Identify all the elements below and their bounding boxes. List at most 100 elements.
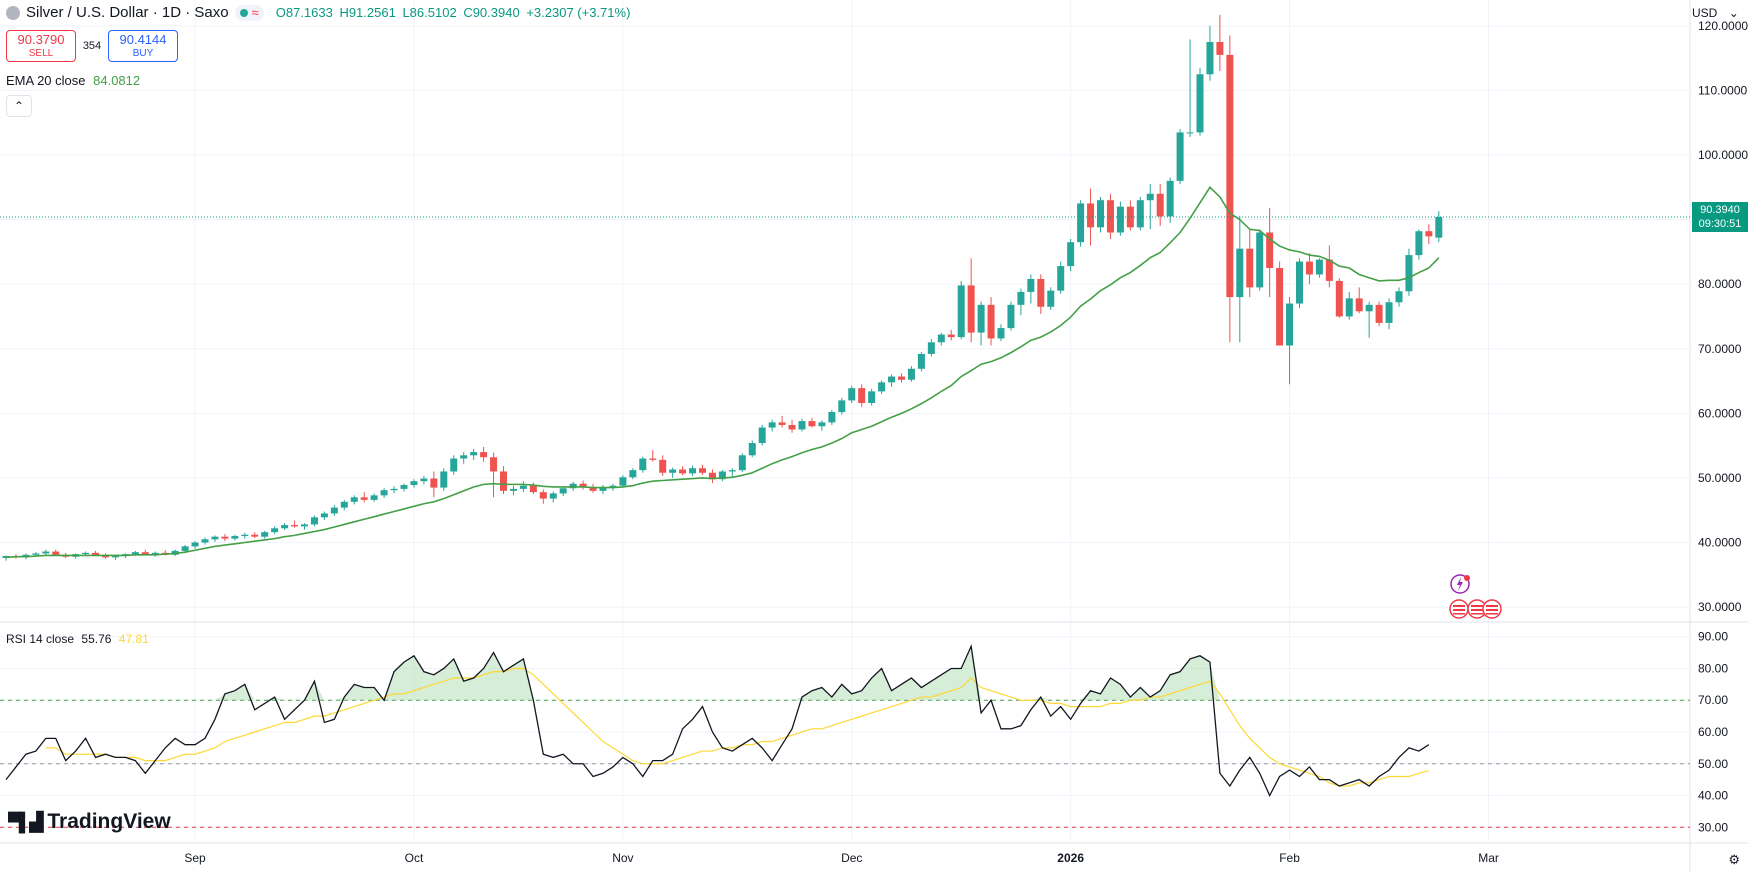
candle-body [450,458,458,472]
candle-body [1037,279,1045,307]
rsi-axis-tick: 60.00 [1698,725,1728,739]
us-flag-event-icon[interactable] [1467,599,1487,619]
candle [1007,301,1015,331]
rsi-overbought-fill [961,646,972,701]
tradingview-logo[interactable]: ▀▌▟ TradingView [8,810,171,834]
currency-selector[interactable]: USD ⌄ [1692,6,1742,20]
time-axis-label: 2026 [1057,851,1084,865]
lightning-event-icon[interactable] [1450,574,1470,594]
rsi-overbought-fill [1190,655,1200,701]
candle [987,297,995,346]
candle-body [1305,261,1313,275]
candle-body [360,497,368,500]
candle-body [679,469,687,474]
candle [758,424,766,446]
candle-body [281,525,289,529]
rsi-axis-tick: 50.00 [1698,757,1728,771]
rsi-overbought-fill [802,690,812,701]
rsi-overbought-fill [1110,678,1121,701]
rsi-legend[interactable]: RSI 14 close 55.76 47.81 [6,632,149,646]
rsi-overbought-fill [364,687,375,701]
last-price-tag: 90.3940 09:30:51 [1692,202,1748,232]
candle-body [858,388,866,403]
candles [2,14,1443,561]
candle [519,481,527,493]
candle [410,479,418,488]
candle-body [231,536,239,539]
candle [818,420,826,431]
candle-body [768,422,776,428]
candle [1047,287,1055,310]
candle-body [251,534,259,537]
candle-body [1296,261,1303,304]
candle-body [1196,74,1204,133]
buy-button[interactable]: 90.4144 BUY [108,30,178,62]
candle [1435,211,1443,243]
rsi-overbought-fill [503,665,514,701]
candle [1236,216,1244,343]
candle [997,324,1005,341]
candle [211,535,219,542]
candle-body [519,485,527,489]
market-status-badge[interactable]: ≈ [234,4,264,21]
candle [1166,177,1174,223]
rsi-ma-line [45,667,1430,787]
candle [1305,253,1313,285]
buy-price: 90.4144 [119,32,167,47]
tradingview-logo-icon: ▀▌▟ [8,811,43,832]
candle [639,456,647,473]
rsi-overbought-fill [841,684,852,701]
sell-button[interactable]: 90.3790 SELL [6,30,76,62]
candle-body [1027,279,1035,292]
candle [420,475,428,485]
candle [1246,229,1254,298]
rsi-overbought-fill [314,681,325,701]
rsi-overbought-fill [911,678,922,701]
candle [669,467,677,478]
candle-body [82,552,90,555]
candle-body [529,485,537,493]
ema-legend[interactable]: EMA 20 close 84.0812 [6,73,140,88]
candle-body [987,304,995,339]
ema-line [5,186,1440,559]
candle [1136,196,1144,231]
candle-body [888,376,896,383]
candle [808,417,816,428]
candle-body [1405,255,1413,292]
collapse-indicators-button[interactable]: ⌃ [6,95,32,117]
candle [450,455,458,475]
candle-body [997,328,1005,339]
candle-body [1226,54,1234,298]
candle [1146,184,1154,230]
candle-body [917,353,925,369]
candle-body [1355,298,1363,312]
candle-body [738,455,746,471]
candle [271,526,279,535]
symbol-title[interactable]: Silver / U.S. Dollar · 1D · Saxo [26,4,229,21]
us-flag-event-icon[interactable] [1449,599,1469,619]
candle [768,419,776,432]
candle [1097,196,1104,233]
candle-body [480,452,488,458]
candle [281,523,289,531]
rsi-line [5,643,1430,798]
ema-value: 84.0812 [93,73,141,88]
candle-body [1017,291,1025,305]
settings-icon[interactable]: ⚙ [1728,852,1740,867]
open-value: O87.1633 [275,5,333,20]
us-flag-event-icon[interactable] [1482,599,1502,619]
candle-body [758,427,766,444]
rsi-axis-tick: 30.00 [1698,820,1728,834]
candle-body [898,376,905,380]
change-value: +3.2307 (+3.71%) [526,5,631,20]
candle-body [569,483,577,489]
sell-price: 90.3790 [17,32,65,47]
candle [1276,261,1284,346]
candle [291,520,299,528]
currency-label: USD [1692,6,1718,20]
candle-body [1067,242,1075,267]
candle [1286,297,1294,385]
candle-body [460,455,468,459]
candle [1315,258,1323,278]
